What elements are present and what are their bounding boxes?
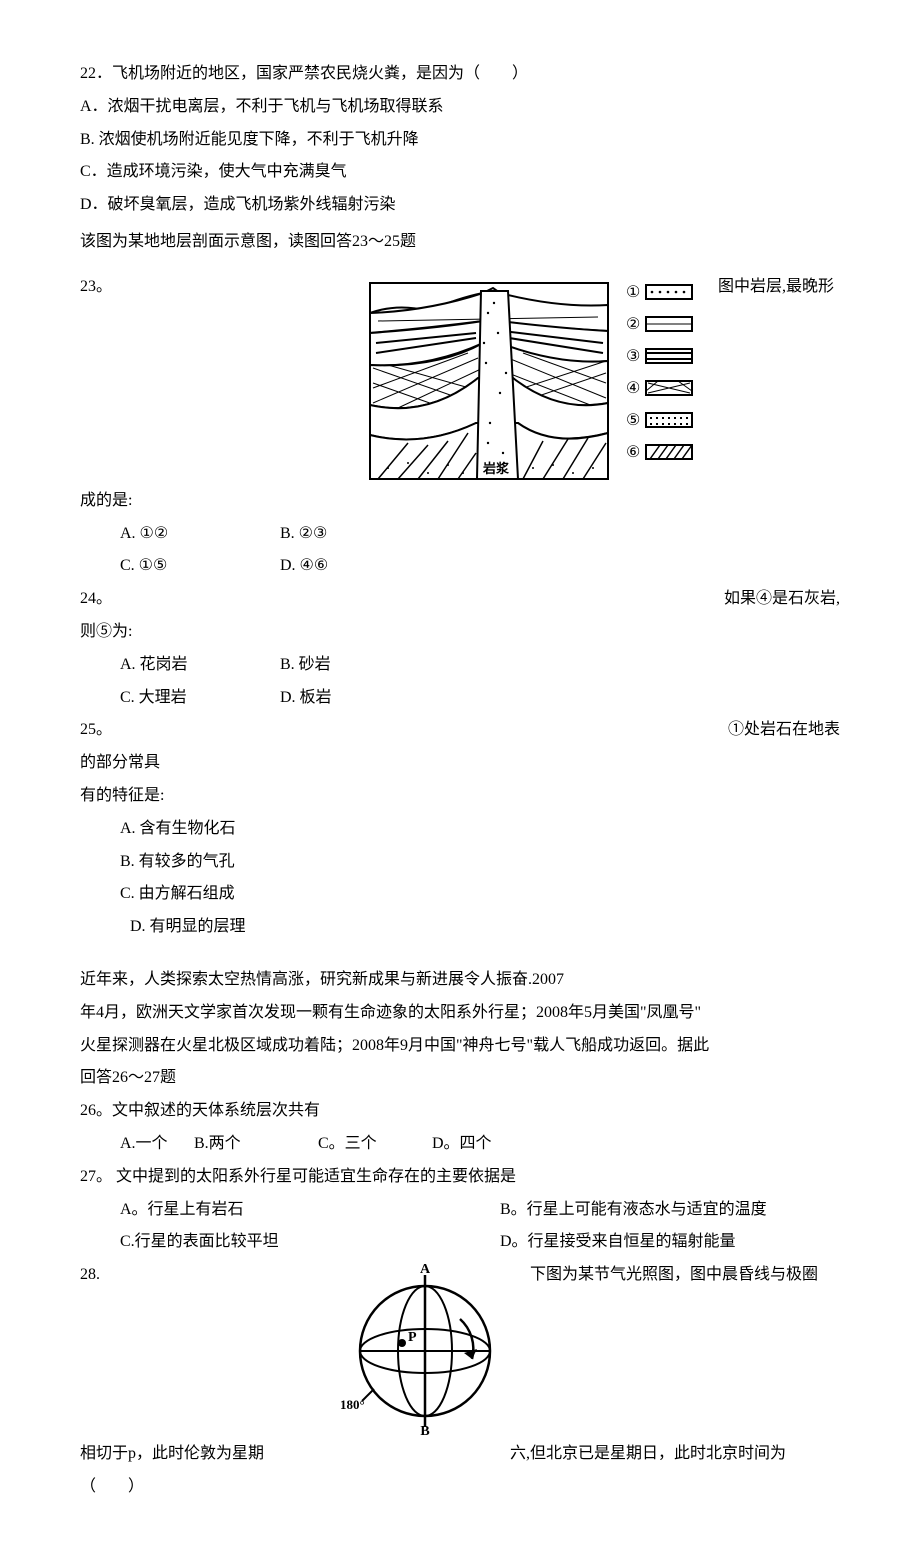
passage-l2: 年4月，欧洲天文学家首次发现一颗有生命迹象的太阳系外行星；2008年5月美国"凤… <box>80 999 840 1028</box>
q23-opt-d: D. ④⑥ <box>280 552 440 581</box>
q27-opt-d: D。行星接受来自恒星的辐射能量 <box>500 1228 736 1257</box>
q28-r1: 下图为某节气光照图，图中晨昏线与极圈 <box>530 1261 818 1436</box>
geology-figure: 岩浆 ① ② ③ ④ <box>368 273 708 483</box>
q24-tail2: 则⑤为: <box>80 618 840 647</box>
q24-num: 24。 <box>80 585 112 614</box>
svg-text:③: ③ <box>626 348 640 365</box>
passage-l4: 回答26～27题 <box>80 1064 840 1093</box>
q28-l3: （ ） <box>80 1473 840 1502</box>
q25-num: 25。 <box>80 716 112 745</box>
svg-text:180°: 180° <box>340 1397 365 1412</box>
svg-text:⑥: ⑥ <box>626 444 640 461</box>
q24-opt-b: B. 砂岩 <box>280 651 440 680</box>
q24-opt-d: D. 板岩 <box>280 684 440 713</box>
q24-opt-c: C. 大理岩 <box>120 684 280 713</box>
q26-stem: 26。文中叙述的天体系统层次共有 <box>80 1097 840 1126</box>
intro-23-25: 该图为某地地层剖面示意图，读图回答23～25题 <box>80 228 840 257</box>
q23-num: 23。 <box>80 273 358 302</box>
q26-opt-c: C。三个 <box>318 1130 428 1159</box>
q22-opt-c: C．造成环境污染，使大气中充满臭气 <box>80 158 840 187</box>
q27-opt-b: B。行星上可能有液态水与适宜的温度 <box>500 1196 767 1225</box>
earth-figure: P A B 180° <box>330 1261 510 1436</box>
q27-opt-a: A。行星上有岩石 <box>120 1196 500 1225</box>
q23-tail2: 成的是: <box>80 487 840 516</box>
svg-text:④: ④ <box>626 380 640 397</box>
q23-opt-a: A. ①② <box>120 520 280 549</box>
q25-opt-c: C. 由方解石组成 <box>80 880 840 909</box>
q27-opt-c: C.行星的表面比较平坦 <box>120 1228 500 1257</box>
q25-opt-b: B. 有较多的气孔 <box>80 848 840 877</box>
svg-text:岩浆: 岩浆 <box>482 461 510 476</box>
svg-text:P: P <box>408 1330 417 1345</box>
svg-text:A: A <box>420 1262 431 1277</box>
q26-opt-d: D。四个 <box>432 1130 492 1159</box>
q24-opt-a: A. 花岗岩 <box>120 651 280 680</box>
q24-tail: 如果④是石灰岩, <box>724 585 840 614</box>
q26-opt-a: A.一个 <box>120 1130 190 1159</box>
q23-tail: 图中岩层,最晚形 <box>718 273 834 302</box>
q23-opt-c: C. ①⑤ <box>120 552 280 581</box>
svg-text:B: B <box>420 1424 429 1436</box>
q28-num: 28. <box>80 1261 310 1436</box>
q25-tail: ①处岩石在地表 <box>728 716 840 745</box>
passage-l1: 近年来，人类探索太空热情高涨，研究新成果与新进展令人振奋.2007 <box>80 966 840 995</box>
q22-opt-a: A．浓烟干扰电离层，不利于飞机与飞机场取得联系 <box>80 93 840 122</box>
q22-stem: 22．飞机场附近的地区，国家严禁农民烧火粪，是因为（ ） <box>80 60 840 89</box>
q27-stem: 27。 文中提到的太阳系外行星可能适宜生命存在的主要依据是 <box>80 1163 840 1192</box>
q28-r2: 六,但北京已是星期日，此时北京时间为 <box>510 1440 786 1469</box>
passage-l3: 火星探测器在火星北极区域成功着陆；2008年9月中国"神舟七号"载人飞船成功返回… <box>80 1032 840 1061</box>
q22-opt-d: D．破坏臭氧层，造成飞机场紫外线辐射污染 <box>80 191 840 220</box>
svg-text:⑤: ⑤ <box>626 412 640 429</box>
q26-opt-b: B.两个 <box>194 1130 314 1159</box>
q25-tail2: 的部分常具 <box>80 749 840 778</box>
q22-opt-b: B. 浓烟使机场附近能见度下降，不利于飞机升降 <box>80 126 840 155</box>
svg-text:②: ② <box>626 316 640 333</box>
q25-tail3: 有的特征是: <box>80 782 840 811</box>
q25-opt-d: D. 有明显的层理 <box>80 913 840 942</box>
svg-text:①: ① <box>626 284 640 301</box>
q28-l2: 相切于p，此时伦敦为星期 <box>80 1440 310 1469</box>
q25-opt-a: A. 含有生物化石 <box>80 815 840 844</box>
q23-opt-b: B. ②③ <box>280 520 440 549</box>
